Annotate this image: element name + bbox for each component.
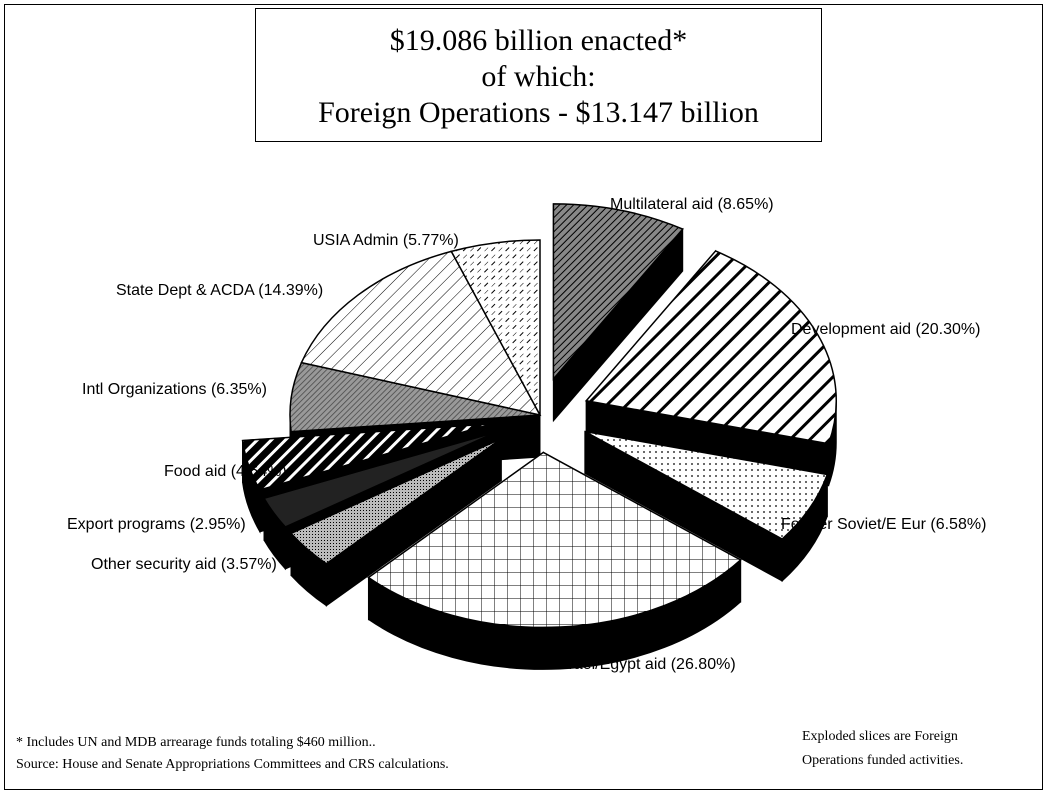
slice-former-soviet-e-eur bbox=[584, 430, 829, 540]
slice-multilateral-aid bbox=[552, 203, 684, 381]
slice-export-programs bbox=[262, 431, 496, 528]
slice-label-usia-admin: USIA Admin (5.77%) bbox=[313, 232, 459, 249]
slice-label-development-aid: Development aid (20.30%) bbox=[791, 321, 981, 338]
slice-usia-admin bbox=[450, 239, 541, 416]
slice-label-israel-egypt-aid: Israel/Egypt aid (26.80%) bbox=[556, 656, 736, 673]
slice-other-security-aid bbox=[289, 438, 502, 565]
slice-label-state-dept-acda: State Dept & ACDA (14.39%) bbox=[116, 282, 324, 299]
chart-title-line-1: $19.086 billion enacted* bbox=[389, 24, 688, 57]
slice-label-export-programs: Export programs (2.95%) bbox=[67, 516, 246, 533]
slice-label-intl-organizations: Intl Organizations (6.35%) bbox=[82, 381, 267, 398]
slice-label-former-soviet: Former Soviet/E Eur (6.58%) bbox=[781, 516, 987, 533]
slice-label-multilateral-aid: Multilateral aid (8.65%) bbox=[610, 196, 774, 213]
exploded-note-line-2: Operations funded activities. bbox=[802, 753, 964, 768]
chart-title-line-3: Foreign Operations - $13.147 billion bbox=[318, 96, 759, 129]
footnote-arrearage: * Includes UN and MDB arrearage funds to… bbox=[16, 735, 376, 750]
exploded-note-line-1: Exploded slices are Foreign bbox=[802, 729, 958, 744]
slice-label-food-aid: Food aid (4.64%) bbox=[164, 463, 287, 480]
footnote-source: Source: House and Senate Appropriations … bbox=[16, 757, 449, 772]
slice-state-dept-acda bbox=[300, 250, 542, 417]
chart-title-box: $19.086 billion enacted* of which: Forei… bbox=[255, 8, 822, 142]
slice-food-aid bbox=[241, 423, 492, 491]
chart-title-line-2: of which: bbox=[481, 60, 596, 93]
slice-development-aid bbox=[584, 250, 837, 445]
slice-israel-egypt-aid bbox=[367, 451, 742, 629]
slice-label-other-security-aid: Other security aid (3.57%) bbox=[91, 556, 277, 573]
